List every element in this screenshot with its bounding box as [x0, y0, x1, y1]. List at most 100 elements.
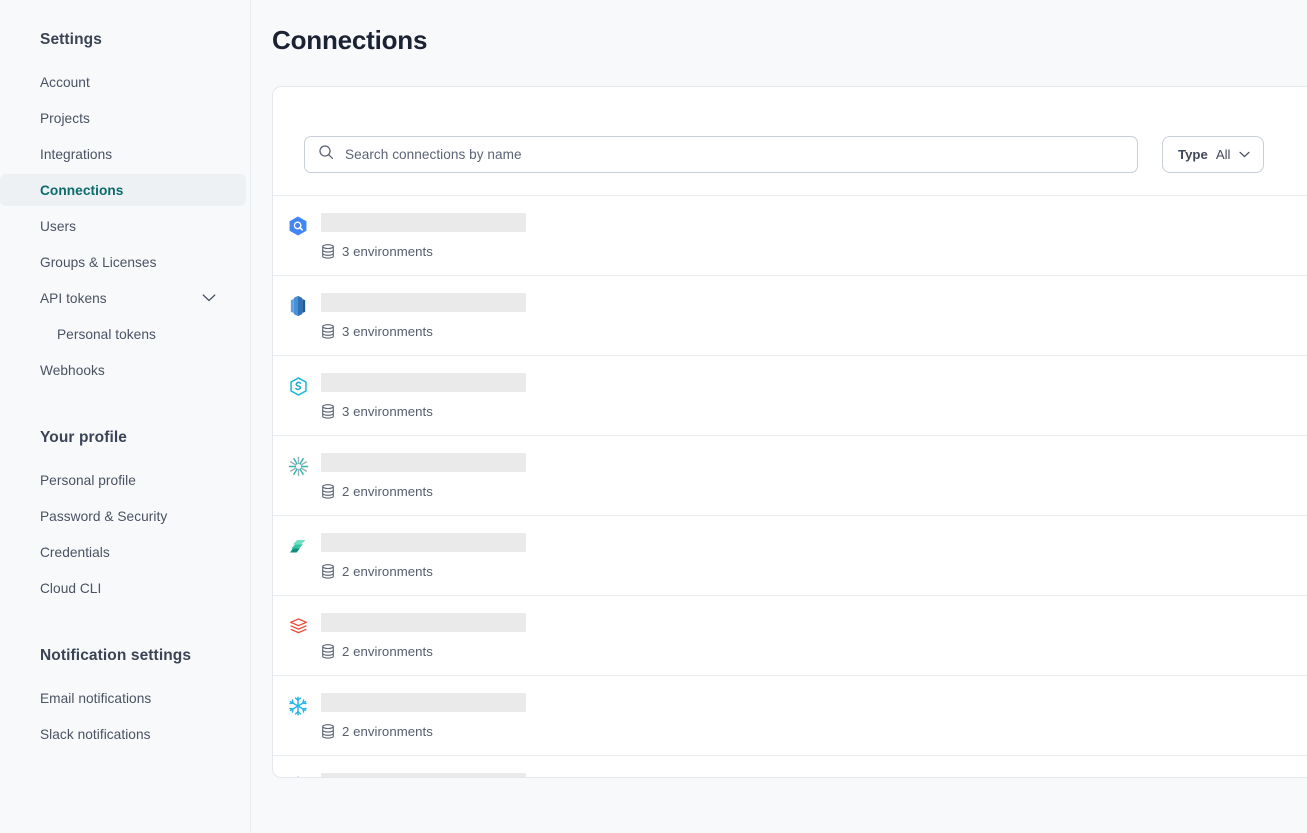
- connection-row[interactable]: 3 environments: [273, 355, 1307, 435]
- main-content: Connections Type All: [251, 0, 1307, 833]
- connection-environments-count: 2 environments: [342, 644, 433, 659]
- sidebar-item-label: Email notifications: [40, 690, 152, 706]
- connection-environments-count: 3 environments: [342, 244, 433, 259]
- sidebar-item-personal-profile[interactable]: Personal profile: [0, 464, 246, 496]
- connection-name: [321, 533, 526, 552]
- sidebar-item-credentials[interactable]: Credentials: [0, 536, 246, 568]
- sidebar-item-label: Personal profile: [40, 472, 136, 488]
- database-icon: [321, 324, 335, 339]
- sidebar-item-api-tokens[interactable]: API tokens: [0, 282, 246, 314]
- connection-meta: 2 environments: [321, 564, 526, 579]
- search-input[interactable]: [345, 147, 1124, 162]
- connection-body: 3 environments: [321, 213, 526, 259]
- sidebar-item-label: Projects: [40, 110, 90, 126]
- redshift-icon: [286, 294, 310, 318]
- sidebar-item-label: Account: [40, 74, 90, 90]
- sidebar-item-label: Credentials: [40, 544, 110, 560]
- sidebar-item-label: Password & Security: [40, 508, 168, 524]
- database-icon: [321, 244, 335, 259]
- sidebar-heading-your-profile: Your profile: [40, 429, 128, 446]
- connection-body: 3 environments: [321, 373, 526, 419]
- connection-meta: 3 environments: [321, 244, 526, 259]
- sidebar-item-connections[interactable]: Connections: [0, 174, 246, 206]
- sidebar-item-webhooks[interactable]: Webhooks: [0, 354, 246, 386]
- type-filter-dropdown[interactable]: Type All: [1162, 136, 1265, 173]
- connection-environments-count: 3 environments: [342, 404, 433, 419]
- page-title: Connections: [272, 25, 428, 55]
- sidebar-item-email-notifications[interactable]: Email notifications: [0, 682, 246, 714]
- connection-name: [321, 453, 526, 472]
- connection-name: [321, 213, 526, 232]
- search-connections-box[interactable]: [304, 136, 1138, 173]
- sidebar-heading-notification-settings: Notification settings: [40, 647, 192, 664]
- sidebar-item-integrations[interactable]: Integrations: [0, 138, 246, 170]
- connection-body: 2 environments: [321, 773, 526, 777]
- sidebar-section-gap: [0, 608, 250, 642]
- connection-meta: 3 environments: [321, 404, 526, 419]
- connection-meta: 2 environments: [321, 484, 526, 499]
- sidebar-item-label: Webhooks: [40, 362, 105, 378]
- sidebar-item-groups-licenses[interactable]: Groups & Licenses: [0, 246, 246, 278]
- connection-meta: 2 environments: [321, 644, 526, 659]
- connection-environments-count: 2 environments: [342, 564, 433, 579]
- connection-row[interactable]: 2 environments: [273, 755, 1307, 777]
- chevron-down-icon[interactable]: [202, 294, 216, 303]
- connection-environments-count: 2 environments: [342, 724, 433, 739]
- sidebar-spacer: [0, 452, 250, 460]
- sidebar-item-label: Personal tokens: [57, 326, 156, 342]
- database-icon: [321, 404, 335, 419]
- sidebar-item-cloud-cli[interactable]: Cloud CLI: [0, 572, 246, 604]
- connection-environments-count: 3 environments: [342, 324, 433, 339]
- sidebar-item-label: Cloud CLI: [40, 580, 102, 596]
- connection-row[interactable]: 2 environments: [273, 675, 1307, 755]
- database-icon: [321, 644, 335, 659]
- connection-body: 2 environments: [321, 453, 526, 499]
- snowflake-icon: [286, 694, 310, 718]
- sidebar-spacer: [0, 54, 250, 62]
- database-icon: [321, 564, 335, 579]
- connection-row[interactable]: 2 environments: [273, 595, 1307, 675]
- fabric-icon: [286, 534, 310, 558]
- chevron-down-icon: [1239, 151, 1251, 158]
- settings-sidebar: Settings Account Projects Integrations Conne…: [0, 0, 251, 833]
- connection-row[interactable]: 3 environments: [273, 275, 1307, 355]
- sidebar-item-account[interactable]: Account: [0, 66, 246, 98]
- connections-toolbar: Type All: [273, 87, 1307, 173]
- connection-body: 2 environments: [321, 613, 526, 659]
- connection-name: [321, 613, 526, 632]
- synapse-icon: [286, 374, 310, 398]
- sidebar-item-label: API tokens: [40, 290, 107, 306]
- sidebar-item-label: Users: [40, 218, 76, 234]
- connection-body: 2 environments: [321, 693, 526, 739]
- sidebar-item-password-security[interactable]: Password & Security: [0, 500, 246, 532]
- type-filter-value: All: [1215, 147, 1231, 162]
- connection-meta: 3 environments: [321, 324, 526, 339]
- connection-row[interactable]: 2 environments: [273, 515, 1307, 595]
- connections-list: 3 environments 3 environments 3 environmen…: [273, 195, 1307, 777]
- connection-row[interactable]: 2 environments: [273, 435, 1307, 515]
- sidebar-item-label: Groups & Licenses: [40, 254, 157, 270]
- type-filter-label: Type: [1178, 147, 1208, 162]
- sidebar-item-label: Connections: [40, 182, 124, 198]
- sidebar-item-label: Slack notifications: [40, 726, 151, 742]
- connection-name: [321, 693, 526, 712]
- database-icon: [321, 724, 335, 739]
- connection-row[interactable]: 3 environments: [273, 195, 1307, 275]
- sidebar-item-slack-notifications[interactable]: Slack notifications: [0, 718, 246, 750]
- connection-body: 2 environments: [321, 533, 526, 579]
- search-icon: [318, 144, 334, 165]
- starburst-icon: [286, 454, 310, 478]
- connection-name: [321, 773, 526, 777]
- sidebar-item-label: Integrations: [40, 146, 113, 162]
- databricks-icon: [286, 614, 310, 638]
- snowflake-icon: [286, 774, 310, 777]
- sidebar-item-personal-tokens[interactable]: Personal tokens: [0, 318, 246, 350]
- sidebar-item-users[interactable]: Users: [0, 210, 246, 242]
- sidebar-item-projects[interactable]: Projects: [0, 102, 246, 134]
- connection-name: [321, 373, 526, 392]
- sidebar-section-gap: [0, 390, 250, 424]
- sidebar-spacer: [0, 670, 250, 678]
- database-icon: [321, 484, 335, 499]
